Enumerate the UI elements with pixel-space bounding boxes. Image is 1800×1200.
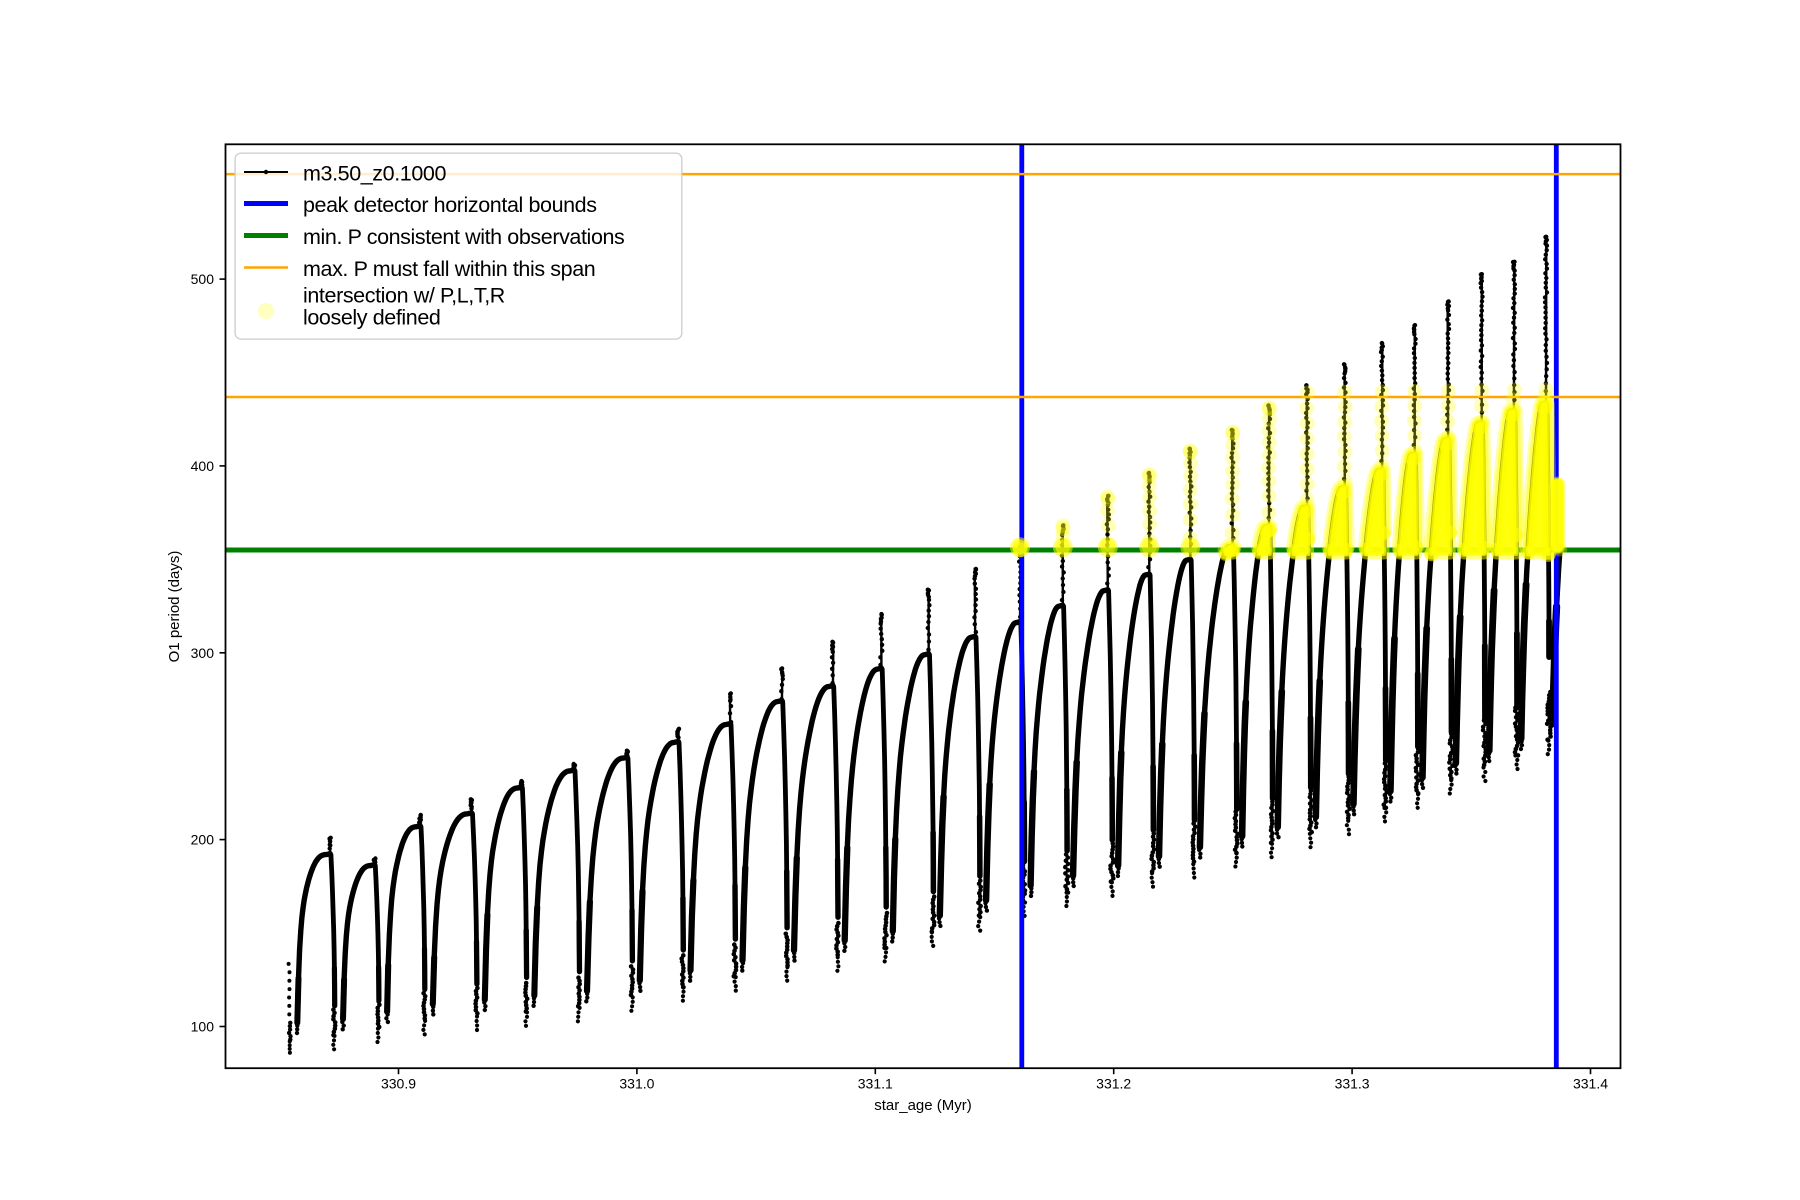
svg-text:331.0: 331.0 [619, 1076, 654, 1092]
svg-text:300: 300 [191, 645, 215, 661]
svg-text:331.4: 331.4 [1573, 1076, 1608, 1092]
svg-text:100: 100 [191, 1019, 215, 1035]
svg-text:peak detector horizontal bound: peak detector horizontal bounds [303, 193, 597, 217]
svg-text:loosely defined: loosely defined [303, 306, 440, 330]
svg-text:331.2: 331.2 [1096, 1076, 1131, 1092]
svg-text:200: 200 [191, 832, 215, 848]
svg-text:intersection w/ P,L,T,R: intersection w/ P,L,T,R [303, 284, 505, 308]
svg-text:400: 400 [191, 458, 215, 474]
svg-text:m3.50_z0.1000: m3.50_z0.1000 [303, 162, 446, 186]
svg-text:min. P consistent with observa: min. P consistent with observations [303, 225, 624, 249]
svg-text:331.3: 331.3 [1335, 1076, 1370, 1092]
svg-text:star_age (Myr): star_age (Myr) [874, 1097, 972, 1114]
svg-text:330.9: 330.9 [381, 1076, 416, 1092]
svg-text:500: 500 [191, 271, 215, 287]
svg-text:max. P must fall within this s: max. P must fall within this span [303, 257, 595, 281]
svg-text:331.1: 331.1 [858, 1076, 893, 1092]
svg-text:O1 period (days): O1 period (days) [166, 551, 183, 663]
